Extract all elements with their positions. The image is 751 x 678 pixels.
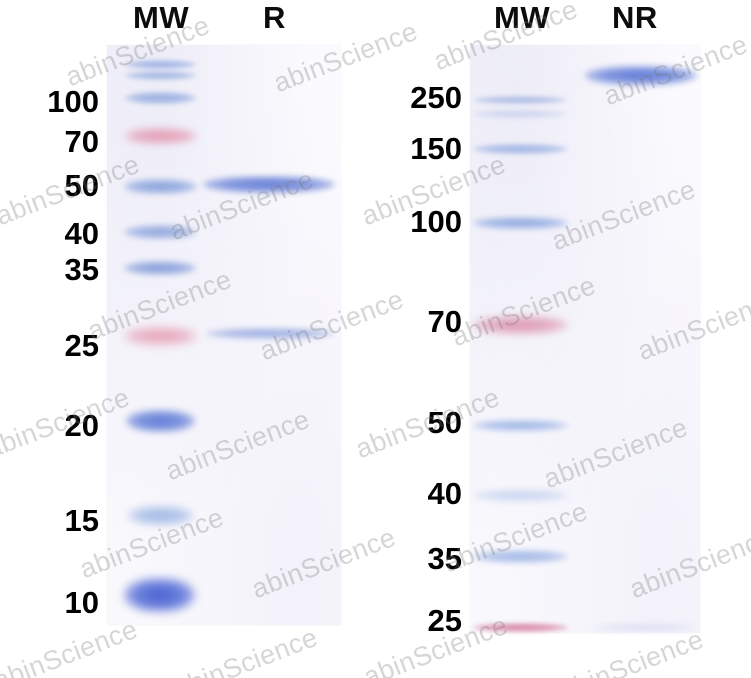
non-reduced-gel-panel [470,45,700,633]
mw-marker-label: 70 [64,124,99,159]
watermark: abinScience [0,613,142,678]
mw-marker-label: 150 [410,131,462,166]
mw-marker-label: 100 [410,204,462,239]
mw-marker-label: 15 [64,503,99,538]
mw-marker-label: 50 [64,168,99,203]
mw-marker-label: 35 [64,252,99,287]
lane-header-r-lane: R [263,0,286,35]
mw-marker-label: 35 [427,541,462,576]
mw-marker-label: 10 [64,585,99,620]
watermark: abinScience [169,621,322,678]
lane-header-mw-right: MW [494,0,551,35]
mw-marker-label: 50 [427,405,462,440]
mw-marker-label: 25 [64,328,99,363]
mw-marker-label: 70 [427,304,462,339]
mw-marker-label: 100 [47,84,99,119]
mw-marker-label: 250 [410,80,462,115]
mw-marker-label: 40 [64,216,99,251]
lane-header-mw-left: MW [133,0,190,35]
mw-marker-label: 25 [427,603,462,638]
lane-header-nr-lane: NR [612,0,658,35]
mw-marker-label: 40 [427,476,462,511]
mw-marker-label: 20 [64,408,99,443]
